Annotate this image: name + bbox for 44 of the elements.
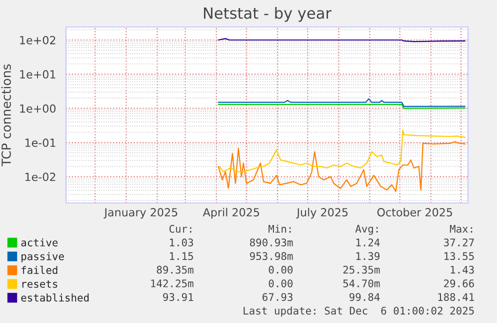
text: 93.91 [163,293,194,301]
y-tick-label: 1e+01 [20,70,56,79]
text: 54.70m [343,279,380,288]
text: 37.27 [444,238,474,246]
text: 13.55 [444,252,474,260]
text: 0.00 [268,279,293,288]
y-tick-label: 1e-01 [25,138,56,147]
chart-title: Netstat - by year [204,7,332,22]
x-tick-label: July 2025 [296,208,348,219]
text: 188.41 [438,293,474,301]
legend-label: resets [22,280,58,288]
text: 0.00 [268,266,293,274]
text: 29.66 [444,279,474,288]
legend-label: passive [22,252,64,262]
text: 1.43 [450,266,474,274]
text: 1.15 [170,252,193,260]
y-tick-label: 1e+00 [20,104,56,113]
legend-label: failed [22,266,58,274]
y-tick-label: 1e+02 [20,36,56,44]
y-axis-title: TCP connections [1,64,11,166]
text: Cur: [169,224,192,233]
text: Last update: Sat Dec 6 01:00:02 2025 [244,306,474,317]
text: Min: [268,224,291,233]
text: 1.39 [356,252,380,260]
line-series [218,130,466,172]
text: Max: [450,225,472,233]
text: 953.98m [250,252,293,260]
text: 1.03 [170,238,194,246]
text: 99.84 [349,293,380,301]
text: 67.93 [262,293,292,301]
legend-label: established [21,293,89,302]
legend-label: active [21,238,58,246]
x-tick-label: January 2025 [104,208,178,219]
line-series [218,141,466,192]
text: 25.35m [343,266,380,274]
text: 142.25m [151,279,194,288]
y-tick-label: 1e-02 [25,172,56,182]
text: 890.93m [250,238,293,246]
text: 1.24 [356,238,380,246]
x-tick-label: April 2025 [202,208,260,219]
x-tick-label: October 2025 [377,208,452,216]
text: 89.35m [156,266,194,274]
line-series [218,98,466,107]
text: Avg: [355,224,378,235]
